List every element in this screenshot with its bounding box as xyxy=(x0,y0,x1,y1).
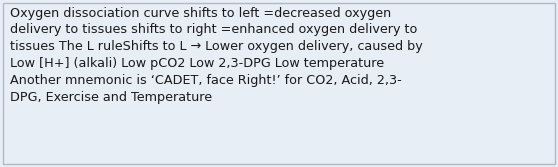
Text: Oxygen dissociation curve shifts to left =decreased oxygen
delivery to tissues s: Oxygen dissociation curve shifts to left… xyxy=(10,7,423,104)
FancyBboxPatch shape xyxy=(3,3,555,164)
